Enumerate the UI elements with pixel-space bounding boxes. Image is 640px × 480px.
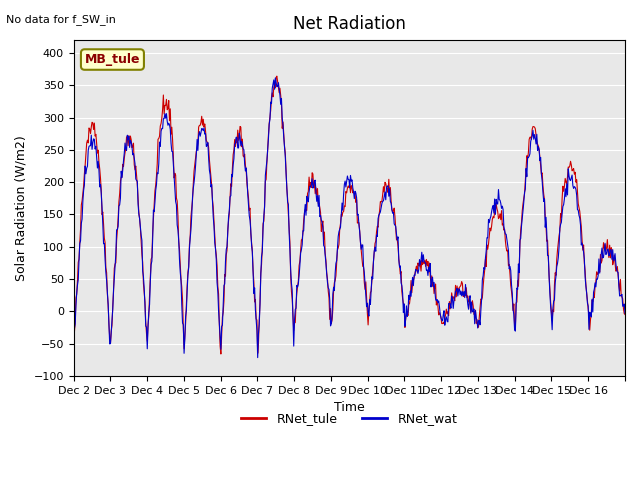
RNet_tule (223, 252, 230, 258)
RNet_wat (221, 259, 229, 264)
RNet_tule (273, 73, 281, 79)
X-axis label: Time: Time (334, 401, 365, 414)
RNet_tule (217, 351, 225, 357)
RNet_tule (621, 312, 629, 317)
Y-axis label: Solar Radiation (W/m2): Solar Radiation (W/m2) (15, 135, 28, 281)
RNet_tule (434, 303, 442, 309)
Line: RNet_wat: RNet_wat (74, 78, 625, 358)
RNet_tule (193, 148, 200, 154)
RNet_tule (80, 183, 88, 189)
RNet_wat (80, 188, 88, 193)
Title: Net Radiation: Net Radiation (293, 15, 406, 33)
RNet_wat (70, 348, 77, 354)
RNet_wat (136, 224, 144, 230)
Legend: RNet_tule, RNet_wat: RNet_tule, RNet_wat (236, 407, 462, 430)
Text: MB_tule: MB_tule (84, 53, 140, 66)
RNet_wat (254, 355, 262, 360)
RNet_tule (70, 345, 77, 350)
RNet_wat (621, 310, 629, 316)
Text: No data for f_SW_in: No data for f_SW_in (6, 14, 116, 25)
RNet_wat (434, 300, 442, 306)
RNet_wat (418, 250, 426, 255)
RNet_wat (271, 75, 279, 81)
RNet_tule (418, 257, 426, 263)
Line: RNet_tule: RNet_tule (74, 76, 625, 354)
RNet_wat (193, 151, 200, 157)
RNet_tule (136, 225, 144, 231)
